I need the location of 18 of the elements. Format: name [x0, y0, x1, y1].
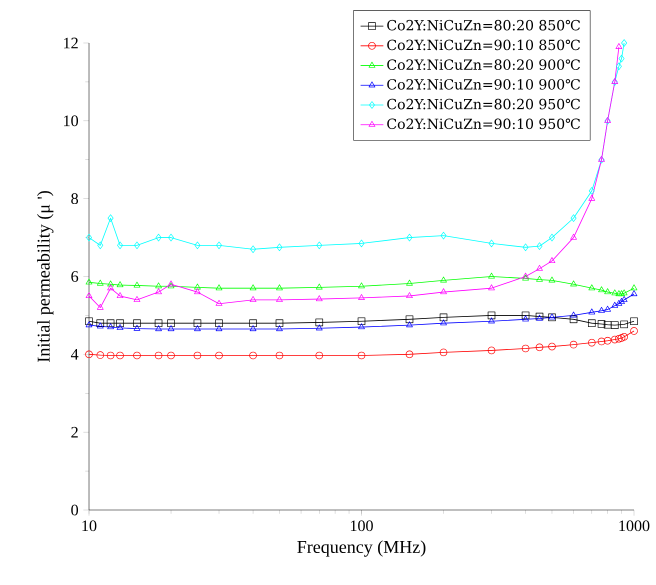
x-tick-label: 100: [350, 520, 373, 532]
y-tick-label: 4: [70, 349, 78, 360]
y-tick-label: 0: [71, 504, 78, 516]
legend-label: Co2Y:NiCuZn=90:10 900℃: [387, 79, 580, 90]
legend-label: Co2Y:NiCuZn=80:20 950℃: [387, 98, 580, 110]
legend-label: Co2Y:NiCuZn=90:10 950℃: [387, 118, 580, 130]
y-axis-title: Initial permeability (μ '): [37, 191, 54, 362]
y-tick-label: 10: [64, 115, 78, 126]
y-tick-label: 8: [71, 193, 78, 204]
y-tick-label: 12: [64, 38, 78, 48]
legend-label: Co2Y:NiCuZn=80:20 850℃: [387, 20, 580, 30]
x-tick-label: 10: [82, 520, 96, 532]
y-tick-label: 2: [71, 426, 78, 438]
x-axis-title: Frequency (MHz): [297, 540, 426, 557]
legend-label: Co2Y:NiCuZn=80:20 900℃: [387, 59, 580, 70]
legend-label: Co2Y:NiCuZn=90:10 850℃: [387, 40, 580, 50]
y-tick-label: 6: [71, 271, 78, 282]
x-tick-label: 1000: [619, 520, 650, 532]
